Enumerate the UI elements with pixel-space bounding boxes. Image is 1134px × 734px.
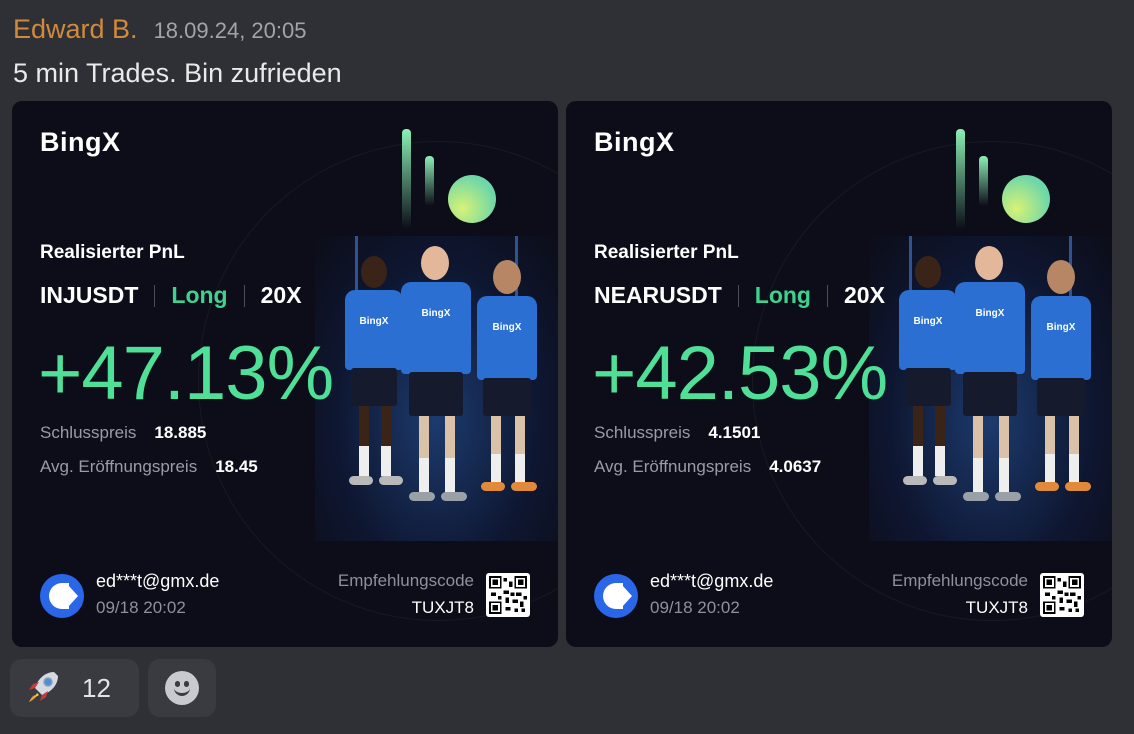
trading-pair: INJUSDT	[40, 282, 139, 308]
reaction-count: 12	[82, 672, 111, 703]
referral-label: Empfehlungscode	[891, 571, 1028, 590]
divider	[243, 284, 245, 307]
divider	[737, 284, 739, 307]
close-price-value: 4.1501	[708, 423, 761, 442]
divider	[154, 284, 156, 307]
trade-info-row: NEARUSDT Long 20X	[594, 282, 885, 309]
add-reaction-button[interactable]	[148, 659, 216, 717]
open-price-label: Avg. Eröffnungspreis	[40, 457, 198, 476]
referral-code: TUXJT8	[411, 598, 474, 617]
trade-info-row: INJUSDT Long 20X	[40, 282, 302, 309]
trade-card-nearusdt[interactable]: BingX BingX BingX	[566, 101, 1112, 647]
position-side: Long	[754, 282, 811, 308]
pnl-percent: +47.13%	[38, 331, 334, 416]
user-email: ed***t@gmx.de	[650, 571, 774, 591]
close-price-row: Schlusspreis 4.1501	[594, 423, 760, 443]
close-price-label: Schlusspreis	[594, 423, 691, 442]
qr-code-icon	[1040, 573, 1084, 617]
message-timestamp: 18.09.24, 20:05	[153, 18, 307, 43]
players-image: BingX BingX BingX	[315, 236, 558, 541]
pnl-percent: +42.53%	[592, 331, 888, 416]
divider	[826, 284, 828, 307]
open-price-value: 4.0637	[769, 457, 822, 476]
trading-pair: NEARUSDT	[594, 282, 722, 308]
rocket-icon	[24, 666, 64, 711]
reaction-rocket[interactable]: 12	[10, 659, 139, 717]
decorative-circle	[1002, 175, 1050, 223]
user-email: ed***t@gmx.de	[96, 571, 220, 591]
decorative-bar	[956, 129, 965, 229]
pnl-label: Realisierter PnL	[40, 242, 185, 263]
decorative-bar	[402, 129, 411, 229]
leverage: 20X	[260, 282, 302, 308]
players-image: BingX BingX BingX	[869, 236, 1112, 541]
open-price-value: 18.45	[215, 457, 258, 476]
decorative-bar	[979, 156, 988, 206]
open-price-row: Avg. Eröffnungspreis 18.45	[40, 457, 258, 477]
decorative-bar	[425, 156, 434, 206]
user-avatar-icon	[40, 574, 84, 618]
decorative-circle	[448, 175, 496, 223]
smiley-icon	[165, 671, 199, 705]
qr-code-icon	[486, 573, 530, 617]
pnl-label: Realisierter PnL	[594, 242, 739, 263]
trade-date: 09/18 20:02	[96, 598, 186, 617]
author-name[interactable]: Edward B.	[13, 14, 138, 44]
close-price-label: Schlusspreis	[40, 423, 137, 442]
leverage: 20X	[843, 282, 885, 308]
message-text: 5 min Trades. Bin zufrieden	[13, 58, 342, 88]
open-price-label: Avg. Eröffnungspreis	[594, 457, 752, 476]
message-header: Edward B. 18.09.24, 20:05	[13, 14, 306, 45]
bingx-logo: BingX	[40, 127, 121, 157]
bingx-logo: BingX	[594, 127, 675, 157]
user-avatar-icon	[594, 574, 638, 618]
trade-date: 09/18 20:02	[650, 598, 740, 617]
referral-label: Empfehlungscode	[337, 571, 474, 590]
close-price-value: 18.885	[154, 423, 207, 442]
position-side: Long	[171, 282, 228, 308]
open-price-row: Avg. Eröffnungspreis 4.0637	[594, 457, 821, 477]
close-price-row: Schlusspreis 18.885	[40, 423, 206, 443]
referral-code: TUXJT8	[965, 598, 1028, 617]
trade-card-injusdt[interactable]: BingX BingX BingX	[12, 101, 558, 647]
